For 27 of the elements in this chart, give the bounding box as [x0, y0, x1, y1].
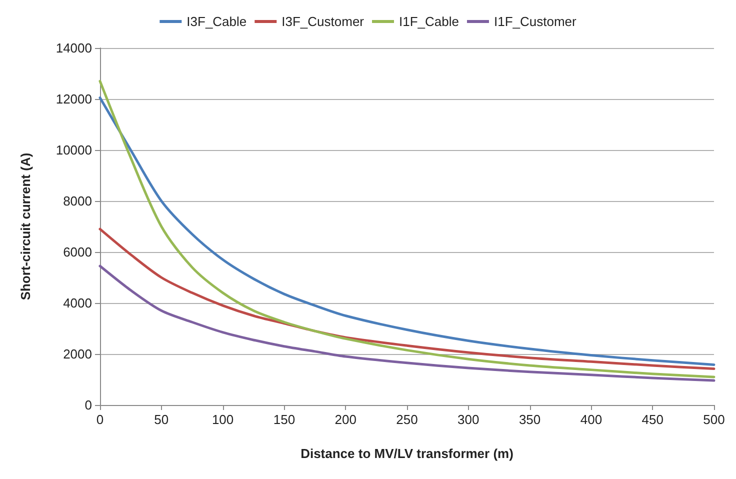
legend-label: I3F_Customer: [282, 14, 365, 29]
y-tick-label: 2000: [63, 346, 92, 362]
y-axis-title: Short-circuit current (A): [18, 152, 33, 300]
x-tick-label: 500: [703, 412, 725, 427]
y-tick-label: 6000: [63, 244, 92, 260]
y-tick-label: 10000: [56, 142, 92, 158]
legend-label: I1F_Customer: [494, 14, 578, 29]
x-axis-title: Distance to MV/LV transformer (m): [300, 446, 514, 461]
x-tick-label: 250: [396, 412, 418, 427]
y-tick-label: 8000: [63, 194, 92, 208]
x-tick-label: 200: [334, 412, 356, 427]
x-tick-label: 350: [518, 412, 541, 427]
y-tick-label: 0: [84, 398, 92, 412]
x-tick-label: 450: [642, 412, 664, 427]
x-tick-label: 50: [154, 412, 169, 427]
x-tick-label: 100: [212, 412, 234, 427]
line-series: [98, 264, 716, 382]
y-tick-label: 12000: [56, 92, 92, 106]
legend-label: I3F_Cable: [186, 14, 247, 29]
x-tick-label: 150: [273, 412, 296, 427]
legend-label: I1F_Cable: [399, 14, 459, 29]
y-tick-label: 14000: [56, 40, 92, 56]
line-series: [98, 228, 716, 370]
x-tick-label: 400: [580, 412, 602, 427]
y-tick-label: 4000: [63, 296, 92, 310]
x-tick-label: 0: [96, 412, 104, 427]
x-tick-label: 300: [458, 412, 480, 427]
